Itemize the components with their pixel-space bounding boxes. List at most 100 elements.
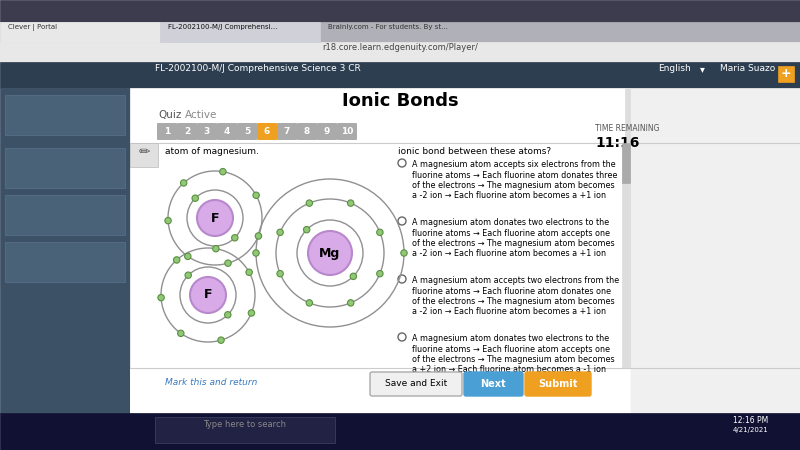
Text: a +2 ion → Each fluorine atom becomes a -1 ion: a +2 ion → Each fluorine atom becomes a … <box>412 365 606 374</box>
Circle shape <box>253 192 259 198</box>
Bar <box>0 413 800 450</box>
FancyBboxPatch shape <box>337 123 357 140</box>
FancyBboxPatch shape <box>237 123 257 140</box>
Circle shape <box>277 229 283 235</box>
Text: Brainly.com - For students. By st...: Brainly.com - For students. By st... <box>328 24 448 30</box>
Text: 3: 3 <box>204 127 210 136</box>
Text: F: F <box>204 288 212 302</box>
Text: Quiz: Quiz <box>158 110 182 120</box>
Text: 5: 5 <box>244 127 250 136</box>
Circle shape <box>303 226 310 233</box>
Bar <box>160 22 320 42</box>
Circle shape <box>178 330 184 337</box>
Circle shape <box>246 269 252 275</box>
Bar <box>625 88 630 413</box>
Circle shape <box>377 229 383 235</box>
Bar <box>130 88 630 413</box>
Circle shape <box>213 245 219 252</box>
Text: of the electrons → The magnesium atom becomes: of the electrons → The magnesium atom be… <box>412 181 614 190</box>
Text: Ionic Bonds: Ionic Bonds <box>342 92 458 110</box>
FancyBboxPatch shape <box>257 123 277 140</box>
Text: Active: Active <box>185 110 218 120</box>
Bar <box>0 42 800 62</box>
Text: Save and Exit: Save and Exit <box>385 379 447 388</box>
Bar <box>0 22 800 42</box>
Text: 1: 1 <box>164 127 170 136</box>
Text: of the electrons → The magnesium atom becomes: of the electrons → The magnesium atom be… <box>412 355 614 364</box>
Bar <box>0 62 800 88</box>
FancyBboxPatch shape <box>217 123 237 140</box>
FancyBboxPatch shape <box>317 123 337 140</box>
FancyBboxPatch shape <box>157 123 177 140</box>
Text: 8: 8 <box>304 127 310 136</box>
Circle shape <box>377 270 383 277</box>
FancyBboxPatch shape <box>177 123 197 140</box>
Bar <box>0 88 130 413</box>
Bar <box>5 95 125 135</box>
Text: 9: 9 <box>324 127 330 136</box>
Text: Clever | Portal: Clever | Portal <box>8 24 57 31</box>
Text: 6: 6 <box>264 127 270 136</box>
Text: fluorine atoms → Each fluorine atom accepts one: fluorine atoms → Each fluorine atom acce… <box>412 345 610 354</box>
Text: 7: 7 <box>284 127 290 136</box>
Bar <box>0 0 800 22</box>
FancyBboxPatch shape <box>277 123 297 140</box>
Circle shape <box>174 257 180 263</box>
Circle shape <box>347 200 354 206</box>
Text: a -2 ion → Each fluorine atom becomes a +1 ion: a -2 ion → Each fluorine atom becomes a … <box>412 192 606 201</box>
Text: a -2 ion → Each fluorine atom becomes a +1 ion: a -2 ion → Each fluorine atom becomes a … <box>412 307 606 316</box>
Text: a -2 ion → Each fluorine atom becomes a +1 ion: a -2 ion → Each fluorine atom becomes a … <box>412 249 606 258</box>
Text: 4/21/2021: 4/21/2021 <box>732 427 768 433</box>
Bar <box>5 148 125 188</box>
Circle shape <box>401 250 407 256</box>
FancyBboxPatch shape <box>297 123 317 140</box>
FancyBboxPatch shape <box>197 123 217 140</box>
Text: English: English <box>658 64 690 73</box>
Text: F: F <box>210 212 219 225</box>
Circle shape <box>308 231 352 275</box>
Text: FL-2002100-M/J Comprehensi...: FL-2002100-M/J Comprehensi... <box>168 24 278 30</box>
Text: Submit: Submit <box>538 379 578 389</box>
Bar <box>630 88 800 413</box>
Bar <box>130 143 158 167</box>
Text: ▾: ▾ <box>700 64 705 74</box>
Circle shape <box>277 270 283 277</box>
Text: 11:16: 11:16 <box>596 136 640 150</box>
Text: ionic bond between these atoms?: ionic bond between these atoms? <box>398 147 551 156</box>
Text: ✏: ✏ <box>138 145 150 159</box>
Text: Maria Suazo: Maria Suazo <box>720 64 775 73</box>
Bar <box>130 368 630 413</box>
Circle shape <box>248 310 254 316</box>
Bar <box>0 22 160 42</box>
Text: A magnesium atom accepts two electrons from the: A magnesium atom accepts two electrons f… <box>412 276 619 285</box>
Circle shape <box>231 234 238 241</box>
FancyBboxPatch shape <box>370 372 462 396</box>
Bar <box>5 195 125 235</box>
Text: fluorine atoms → Each fluorine atom accepts one: fluorine atoms → Each fluorine atom acce… <box>412 229 610 238</box>
Circle shape <box>220 168 226 175</box>
Text: 10: 10 <box>341 127 353 136</box>
Text: A magnesium atom donates two electrons to the: A magnesium atom donates two electrons t… <box>412 218 609 227</box>
Bar <box>5 242 125 282</box>
Text: fluorine atoms → Each fluorine atom donates three: fluorine atoms → Each fluorine atom dona… <box>412 171 618 180</box>
Circle shape <box>165 217 171 224</box>
Text: Next: Next <box>480 379 506 389</box>
Text: FL-2002100-M/J Comprehensive Science 3 CR: FL-2002100-M/J Comprehensive Science 3 C… <box>155 64 361 73</box>
Circle shape <box>253 250 259 256</box>
Text: Mg: Mg <box>319 247 341 260</box>
Text: +: + <box>781 67 791 80</box>
Circle shape <box>185 253 191 260</box>
Text: r18.core.learn.edgenuity.com/Player/: r18.core.learn.edgenuity.com/Player/ <box>322 43 478 52</box>
Circle shape <box>347 300 354 306</box>
Text: A magnesium atom accepts six electrons from the: A magnesium atom accepts six electrons f… <box>412 160 616 169</box>
Text: of the electrons → The magnesium atom becomes: of the electrons → The magnesium atom be… <box>412 239 614 248</box>
Circle shape <box>306 300 313 306</box>
Text: A magnesium atom donates two electrons to the: A magnesium atom donates two electrons t… <box>412 334 609 343</box>
Circle shape <box>190 277 226 313</box>
Text: 4: 4 <box>224 127 230 136</box>
Bar <box>622 143 630 183</box>
Circle shape <box>218 337 224 343</box>
Text: 2: 2 <box>184 127 190 136</box>
Bar <box>155 417 335 443</box>
Circle shape <box>225 260 231 266</box>
